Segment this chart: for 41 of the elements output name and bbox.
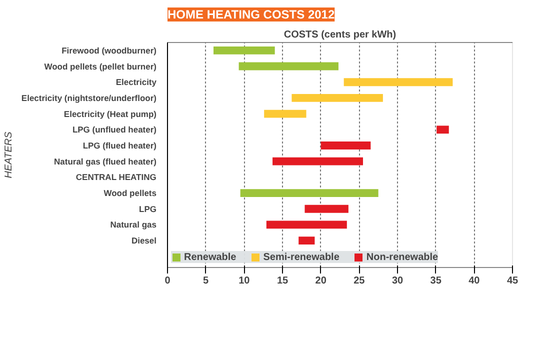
bar xyxy=(344,78,453,86)
x-tick-label: 45 xyxy=(506,276,518,286)
y-tick-label: Electricity (Heat pump) xyxy=(64,108,157,119)
x-tick-label: 40 xyxy=(468,276,480,286)
x-tick-label: 30 xyxy=(392,276,404,286)
y-tick-label: Electricity (nightstore/underfloor) xyxy=(21,92,157,103)
y-axis-title: HEATERS xyxy=(3,131,14,178)
legend-label: Non-renewable xyxy=(366,251,438,263)
y-tick-label: LPG xyxy=(139,204,157,214)
chart-title: HOME HEATING COSTS 2012 xyxy=(168,8,335,22)
x-tick-label: 0 xyxy=(164,276,171,286)
x-tick-label: 20 xyxy=(315,276,327,286)
x-tick-label: 5 xyxy=(203,276,210,286)
x-axis-title: COSTS (cents per kWh) xyxy=(284,30,396,40)
y-tick-label: Natural gas xyxy=(110,220,157,230)
bar xyxy=(320,142,371,150)
bar xyxy=(214,46,275,54)
bar xyxy=(272,157,363,166)
legend-label: Semi-renewable xyxy=(263,251,340,263)
bar xyxy=(240,189,378,197)
x-tick-label: 15 xyxy=(276,276,288,286)
bar xyxy=(436,126,449,134)
y-tick-label: CENTRAL HEATING xyxy=(76,172,157,182)
y-tick-label: LPG (flued heater) xyxy=(82,140,157,150)
bar xyxy=(292,94,383,102)
y-tick-label: LPG (unflued heater) xyxy=(72,124,157,135)
x-tick-label: 10 xyxy=(238,276,250,286)
bar xyxy=(264,110,306,118)
y-tick-label: Firewood (woodburner) xyxy=(62,45,157,56)
x-tick-label: 35 xyxy=(430,276,442,286)
x-tick-label: 25 xyxy=(354,276,366,286)
y-tick-label: Wood pellets (pellet burner) xyxy=(44,61,157,72)
bar xyxy=(304,204,348,213)
y-tick-label: Natural gas (flued heater) xyxy=(54,156,157,166)
y-tick-label: Diesel xyxy=(131,236,157,246)
y-tick-label: Electricity xyxy=(116,77,157,88)
legend-label: Renewable xyxy=(184,251,236,263)
bar xyxy=(266,220,347,229)
bar xyxy=(238,62,338,70)
y-tick-label: Wood pellets xyxy=(104,188,157,198)
bar xyxy=(298,236,315,245)
